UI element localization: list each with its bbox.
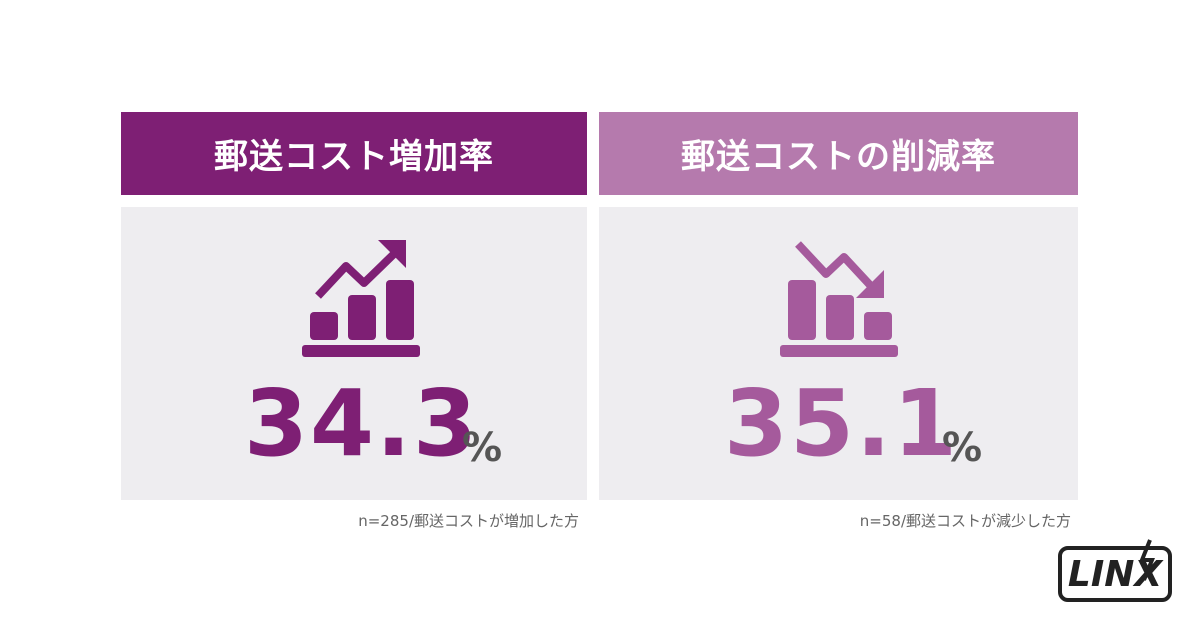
unit: % <box>942 425 983 471</box>
panel-title: 郵送コスト増加率 <box>121 112 587 195</box>
sample-note: n=58/郵送コストが減少した方 <box>859 512 1071 530</box>
unit: % <box>462 425 503 471</box>
panel-title: 郵送コストの削減率 <box>599 112 1078 195</box>
value: 34.3 <box>244 370 479 477</box>
sample-note: n=285/郵送コストが増加した方 <box>358 512 579 530</box>
value: 35.1 <box>724 370 959 477</box>
logo-bolt <box>1139 539 1155 581</box>
logo: LINX <box>1058 546 1172 602</box>
decline-icon <box>780 241 898 357</box>
growth-icon <box>302 240 420 357</box>
